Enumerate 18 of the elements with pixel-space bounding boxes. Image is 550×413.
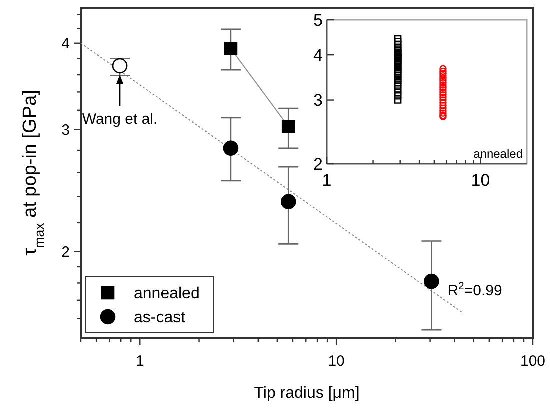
annotation: Wang et al.: [82, 110, 158, 128]
y-tick-label: 2: [314, 154, 323, 174]
legend-label: annealed: [134, 286, 200, 303]
y-tick-label: 3: [62, 122, 70, 140]
annotation: annealed: [474, 147, 523, 161]
x-tick-label: 1: [136, 353, 144, 370]
legend-label: as-cast: [134, 310, 186, 327]
x-axis-title: Tip radius [μm]: [254, 385, 360, 402]
y-tick-label: 2: [62, 244, 70, 261]
y-tick-label: 3: [314, 91, 323, 110]
y-tick-label: 5: [314, 10, 323, 30]
y-tick-label: 4: [314, 46, 323, 66]
x-tick-label: 1: [322, 171, 332, 190]
x-tick-label: 100: [520, 353, 546, 370]
x-tick-label: 10: [328, 353, 345, 370]
annotation: R$^{2}$=0.99: [448, 280, 502, 300]
x-tick-label: 10: [471, 171, 490, 190]
y-tick-label: 4: [62, 36, 70, 53]
